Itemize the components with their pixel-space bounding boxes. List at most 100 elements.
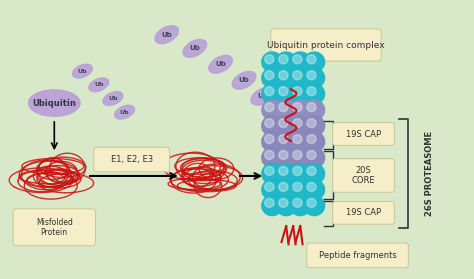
Circle shape xyxy=(279,134,288,144)
Circle shape xyxy=(290,164,310,184)
Circle shape xyxy=(290,180,310,200)
Circle shape xyxy=(307,87,316,96)
Circle shape xyxy=(293,167,302,175)
Circle shape xyxy=(264,87,274,96)
FancyBboxPatch shape xyxy=(333,123,394,145)
FancyBboxPatch shape xyxy=(307,243,409,268)
Text: Ub: Ub xyxy=(161,32,172,38)
Text: 20S
CORE: 20S CORE xyxy=(352,166,375,185)
Circle shape xyxy=(293,71,302,80)
FancyBboxPatch shape xyxy=(94,147,170,172)
Ellipse shape xyxy=(89,78,109,92)
Circle shape xyxy=(304,148,325,168)
Circle shape xyxy=(307,167,316,175)
Circle shape xyxy=(276,52,297,72)
Circle shape xyxy=(304,196,325,216)
Ellipse shape xyxy=(155,26,179,44)
Circle shape xyxy=(293,103,302,112)
Circle shape xyxy=(279,167,288,175)
Ellipse shape xyxy=(183,39,207,57)
Circle shape xyxy=(307,134,316,144)
Circle shape xyxy=(293,87,302,96)
Circle shape xyxy=(307,182,316,191)
Circle shape xyxy=(276,196,297,216)
Text: Ub: Ub xyxy=(257,93,268,99)
Circle shape xyxy=(262,132,283,152)
Ellipse shape xyxy=(251,87,274,105)
Text: Ubiquitin: Ubiquitin xyxy=(32,98,76,107)
FancyBboxPatch shape xyxy=(333,159,394,192)
Circle shape xyxy=(279,87,288,96)
Text: Ub: Ub xyxy=(215,61,226,67)
Circle shape xyxy=(304,100,325,120)
Circle shape xyxy=(304,180,325,200)
Circle shape xyxy=(290,100,310,120)
Circle shape xyxy=(279,198,288,207)
Ellipse shape xyxy=(115,105,135,119)
Circle shape xyxy=(290,84,310,104)
Circle shape xyxy=(307,103,316,112)
Ellipse shape xyxy=(232,71,256,89)
Circle shape xyxy=(304,132,325,152)
Text: Ub: Ub xyxy=(108,96,118,101)
Circle shape xyxy=(307,55,316,64)
Circle shape xyxy=(290,148,310,168)
Ellipse shape xyxy=(73,64,92,78)
Circle shape xyxy=(304,52,325,72)
Text: Ub: Ub xyxy=(238,77,249,83)
Circle shape xyxy=(264,182,274,191)
Circle shape xyxy=(276,100,297,120)
Circle shape xyxy=(293,182,302,191)
Circle shape xyxy=(276,84,297,104)
Circle shape xyxy=(293,119,302,128)
Circle shape xyxy=(307,150,316,160)
Circle shape xyxy=(304,116,325,136)
Circle shape xyxy=(262,180,283,200)
Circle shape xyxy=(264,150,274,160)
Text: 26S PROTEASOME: 26S PROTEASOME xyxy=(425,131,434,216)
Ellipse shape xyxy=(209,56,232,73)
Circle shape xyxy=(264,134,274,144)
FancyBboxPatch shape xyxy=(333,201,394,224)
Circle shape xyxy=(279,103,288,112)
Circle shape xyxy=(290,196,310,216)
Circle shape xyxy=(262,100,283,120)
Circle shape xyxy=(293,134,302,144)
Text: Ub: Ub xyxy=(94,82,103,87)
Text: Ub: Ub xyxy=(78,69,87,74)
Ellipse shape xyxy=(28,90,80,116)
Circle shape xyxy=(276,68,297,88)
Circle shape xyxy=(290,132,310,152)
Circle shape xyxy=(304,68,325,88)
Circle shape xyxy=(307,198,316,207)
Circle shape xyxy=(307,71,316,80)
Circle shape xyxy=(290,52,310,72)
Text: Ub: Ub xyxy=(190,45,200,51)
Circle shape xyxy=(307,119,316,128)
Circle shape xyxy=(279,55,288,64)
Circle shape xyxy=(264,103,274,112)
Circle shape xyxy=(264,71,274,80)
Circle shape xyxy=(262,164,283,184)
Circle shape xyxy=(276,180,297,200)
FancyBboxPatch shape xyxy=(13,209,96,246)
Circle shape xyxy=(304,164,325,184)
Circle shape xyxy=(276,164,297,184)
Circle shape xyxy=(279,150,288,160)
Circle shape xyxy=(279,71,288,80)
Circle shape xyxy=(262,196,283,216)
Text: 19S CAP: 19S CAP xyxy=(346,208,381,217)
Circle shape xyxy=(264,119,274,128)
Circle shape xyxy=(264,167,274,175)
Text: 19S CAP: 19S CAP xyxy=(346,129,381,139)
Circle shape xyxy=(304,84,325,104)
Ellipse shape xyxy=(103,92,123,105)
Circle shape xyxy=(276,148,297,168)
Circle shape xyxy=(264,198,274,207)
Circle shape xyxy=(293,55,302,64)
Text: Peptide fragments: Peptide fragments xyxy=(319,251,396,260)
Text: Misfolded
Protein: Misfolded Protein xyxy=(36,218,73,237)
Circle shape xyxy=(279,119,288,128)
Circle shape xyxy=(262,68,283,88)
Circle shape xyxy=(262,116,283,136)
